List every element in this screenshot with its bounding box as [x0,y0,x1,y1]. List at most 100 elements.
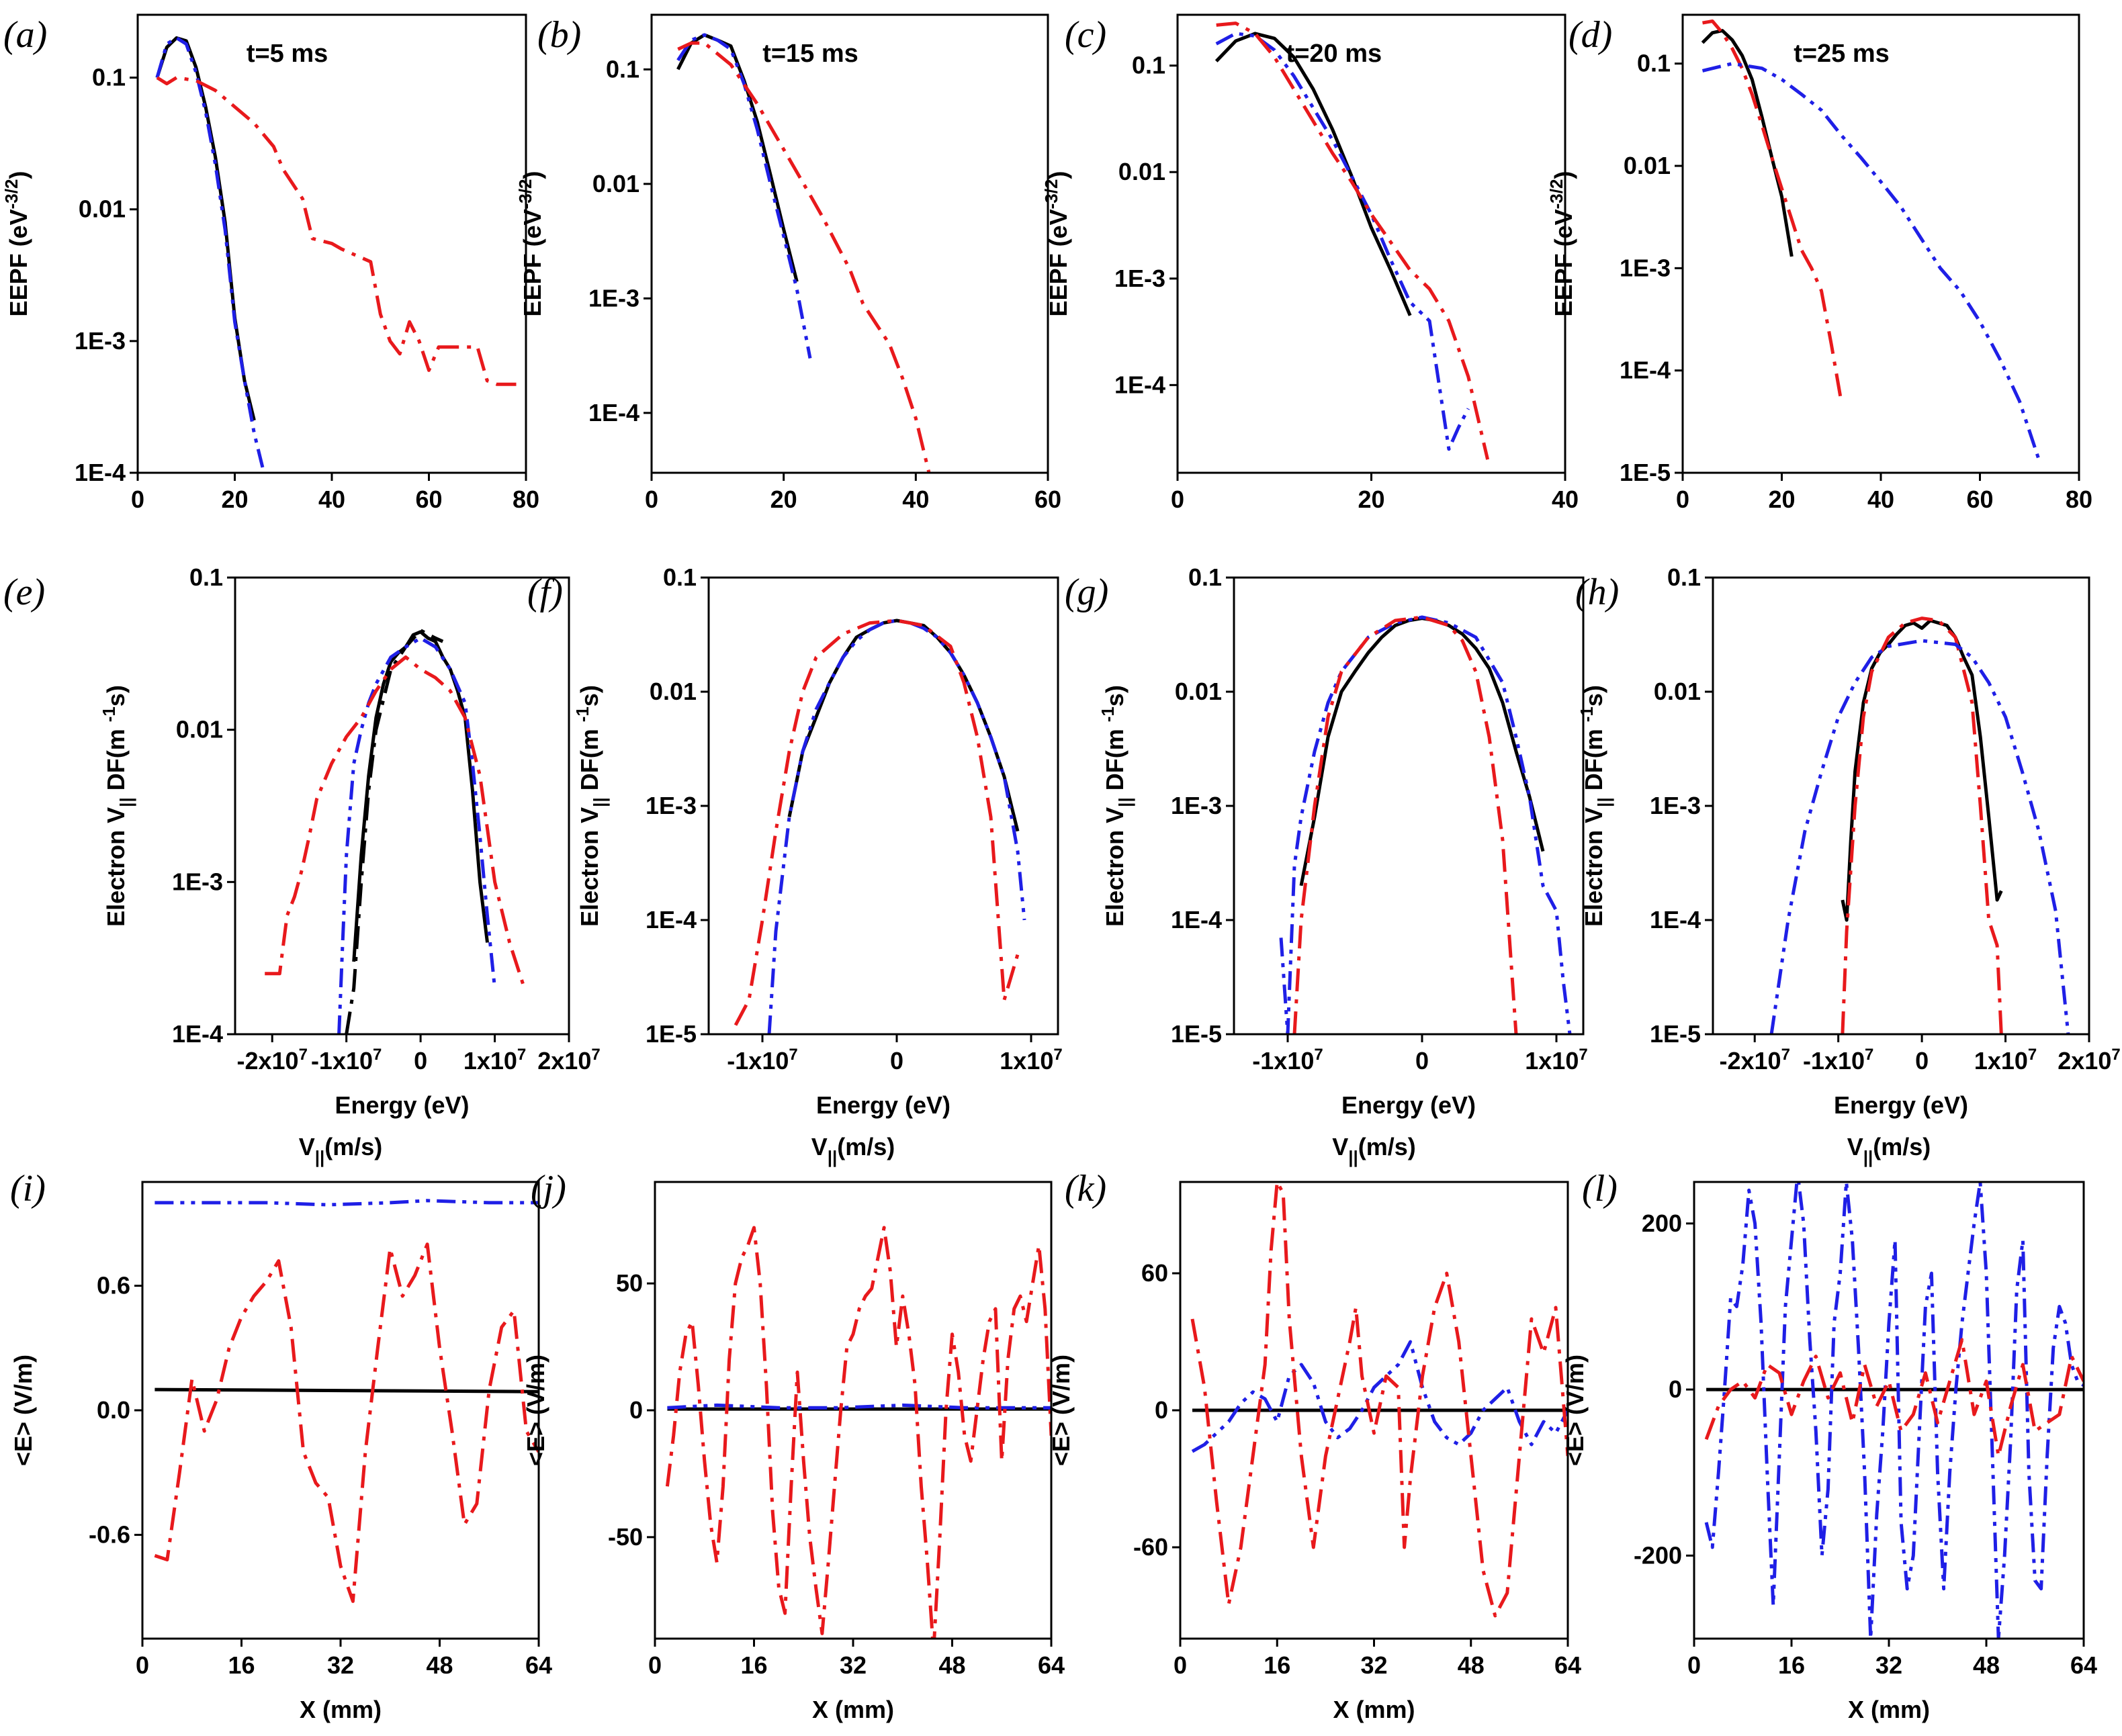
tick-label: 0 [1687,1651,1701,1679]
tick-label: 20 [770,486,797,513]
tick-label: 60 [1034,486,1061,513]
tick-label: 1E-3 [1114,265,1165,292]
chart-panel-f: -1x107 0 1x107 1E-5 1E-4 1E-3 0.01 0.1 Electron … [527,563,1063,1119]
tick-label: 48 [938,1651,965,1679]
tick-label: -1x107 [727,1046,797,1075]
tick-label: 48 [426,1651,453,1679]
y-axis-label: <E> (V/m) [1561,1355,1589,1466]
y-axis-label: Electron V|| DF(m -1s) [572,685,610,927]
series-line-blue-dashdotdot [667,1403,1051,1410]
panel-label: (l) [1582,1168,1618,1209]
tick-label: 0 [1171,486,1184,513]
series-line-black-solid [1841,619,2003,922]
tick-label: 1x107 [1525,1046,1587,1075]
tick-label: 16 [740,1651,767,1679]
series-line-black-solid [352,630,489,962]
plot-frame [141,1181,540,1640]
chart-panel-g: -1x107 0 1x107 1E-5 1E-4 1E-3 0.01 0.1 Electron … [1065,563,1588,1119]
chart-panel-e: -2x107 -1x107 0 1x107 2x107 1E-4 1E-3 0.01 0.1 El… [3,563,601,1119]
series-line-red-dashdot [665,1226,1051,1639]
panel-label: (a) [3,14,47,56]
plot-frame [650,13,1049,474]
tick-label: 40 [1552,486,1579,513]
panel-label: (k) [1065,1168,1106,1209]
time-annotation: t=20 ms [1286,40,1382,68]
tick-label: 0 [629,1396,643,1424]
series-line-black-solid [1299,616,1545,886]
chart-panel-d: 0 20 40 60 80 1E-5 1E-4 1E-3 0.01 0.1 EEPF (eV-3/2… [1546,13,2092,513]
y-axis-label: <E> (V/m) [1047,1355,1075,1466]
tick-label: -0.6 [89,1520,130,1548]
series-line-red-dashdot [1841,616,2003,1034]
tick-label: 0.01 [1175,678,1222,705]
tick-label: 0 [131,486,144,513]
chart-panel-c: 0 20 40 1E-4 1E-3 0.01 0.1 EEPF (eV-3/2) t=20 ms… [1041,13,1579,513]
panel-label: (e) [3,572,45,613]
tick-label: 0.1 [1132,52,1165,79]
tick-label: 0 [136,1651,149,1679]
tick-label: 80 [2066,486,2092,513]
y-axis-label: <E> (V/m) [9,1355,37,1466]
tick-label: 1E-4 [1114,371,1165,398]
tick-label: -50 [608,1523,643,1551]
series-line-red-dashdot [156,76,517,386]
x-axis-label: Energy (eV) [1834,1091,1968,1119]
x-axis-label: X (mm) [1848,1696,1930,1723]
series-line-blue-dashdotdot [337,636,497,1034]
chart-panel-l: 0 16 32 48 64 -200 0 200 <E> (V/m) X (mm) V||(m/s)… [1561,1133,2097,1723]
chart-panel-j: 0 16 32 48 64 -50 0 50 <E> (V/m) X (mm) V||(m/s) (j… [522,1133,1065,1723]
y-axis-label: EEPF (eV-3/2) [515,171,546,317]
tick-label: 1E-4 [1171,906,1222,933]
tick-label: 64 [525,1651,552,1679]
tick-label: -200 [1634,1541,1682,1569]
tick-label: -1x107 [1803,1046,1873,1075]
series-line-red-dashdot [1190,1182,1568,1618]
tick-label: 16 [1778,1651,1805,1679]
tick-label: 0 [1915,1047,1929,1075]
tick-label: 0 [1676,486,1689,513]
time-annotation: t=15 ms [762,40,858,68]
x-axis-label: X (mm) [300,1696,382,1723]
tick-label: 0 [1669,1375,1682,1403]
tick-label: 0.01 [176,716,223,743]
tick-label: 1x107 [1000,1046,1062,1075]
series-line-red-dashdot [677,41,931,473]
tick-label: 32 [1360,1651,1387,1679]
tick-label: 20 [1358,486,1384,513]
tick-label: 0 [1174,1651,1187,1679]
top-axis-label: V||(m/s) [1332,1133,1416,1167]
tick-label: 1E-4 [172,1020,223,1048]
chart-panel-b: 0 20 40 60 1E-4 1E-3 0.01 0.1 EEPF (eV-3/2) t=15 … [515,13,1061,513]
tick-label: 32 [840,1651,867,1679]
panel-label: (b) [537,14,581,56]
top-axis-label: V||(m/s) [811,1133,895,1167]
x-axis-label: Energy (eV) [816,1091,951,1119]
tick-label: 1E-4 [1620,357,1671,384]
series-line-red-dashdot [1292,615,1518,1034]
tick-label: 0.01 [79,195,126,223]
plot-frame [234,576,570,1036]
tick-label: 50 [616,1269,643,1297]
plot-frame [1176,13,1566,474]
tick-label: 60 [1966,486,1993,513]
tick-label: 64 [1038,1651,1065,1679]
tick-label: 40 [902,486,929,513]
top-axis-label: V||(m/s) [1847,1133,1931,1167]
chart-panel-h: -2x107 -1x107 0 1x107 2x107 1E-5 1E-4 1E-3 0.01 0… [1575,563,2121,1119]
tick-label: 1E-3 [1620,254,1671,281]
series-line-black-solid [1701,29,1794,257]
series-line-blue-dashdotdot [1191,1340,1568,1453]
tick-label: 1E-5 [1171,1020,1222,1048]
tick-label: -1x107 [1252,1046,1323,1075]
series-line-red-dashdot [734,619,1020,1026]
y-axis-label: Electron V|| DF(m -1s) [1098,685,1135,927]
tick-label: 0.01 [592,170,639,197]
y-axis-label: EEPF (eV-3/2) [1546,171,1577,317]
series-line-blue-dashdotdot [1704,1182,2084,1639]
tick-label: 0.01 [1118,158,1165,185]
tick-label: 1E-5 [646,1020,697,1048]
tick-label: 1E-3 [1171,792,1222,819]
tick-label: 1E-3 [588,284,639,312]
series-line-red-dashdot [1702,19,1843,402]
tick-label: 0 [1415,1047,1429,1075]
